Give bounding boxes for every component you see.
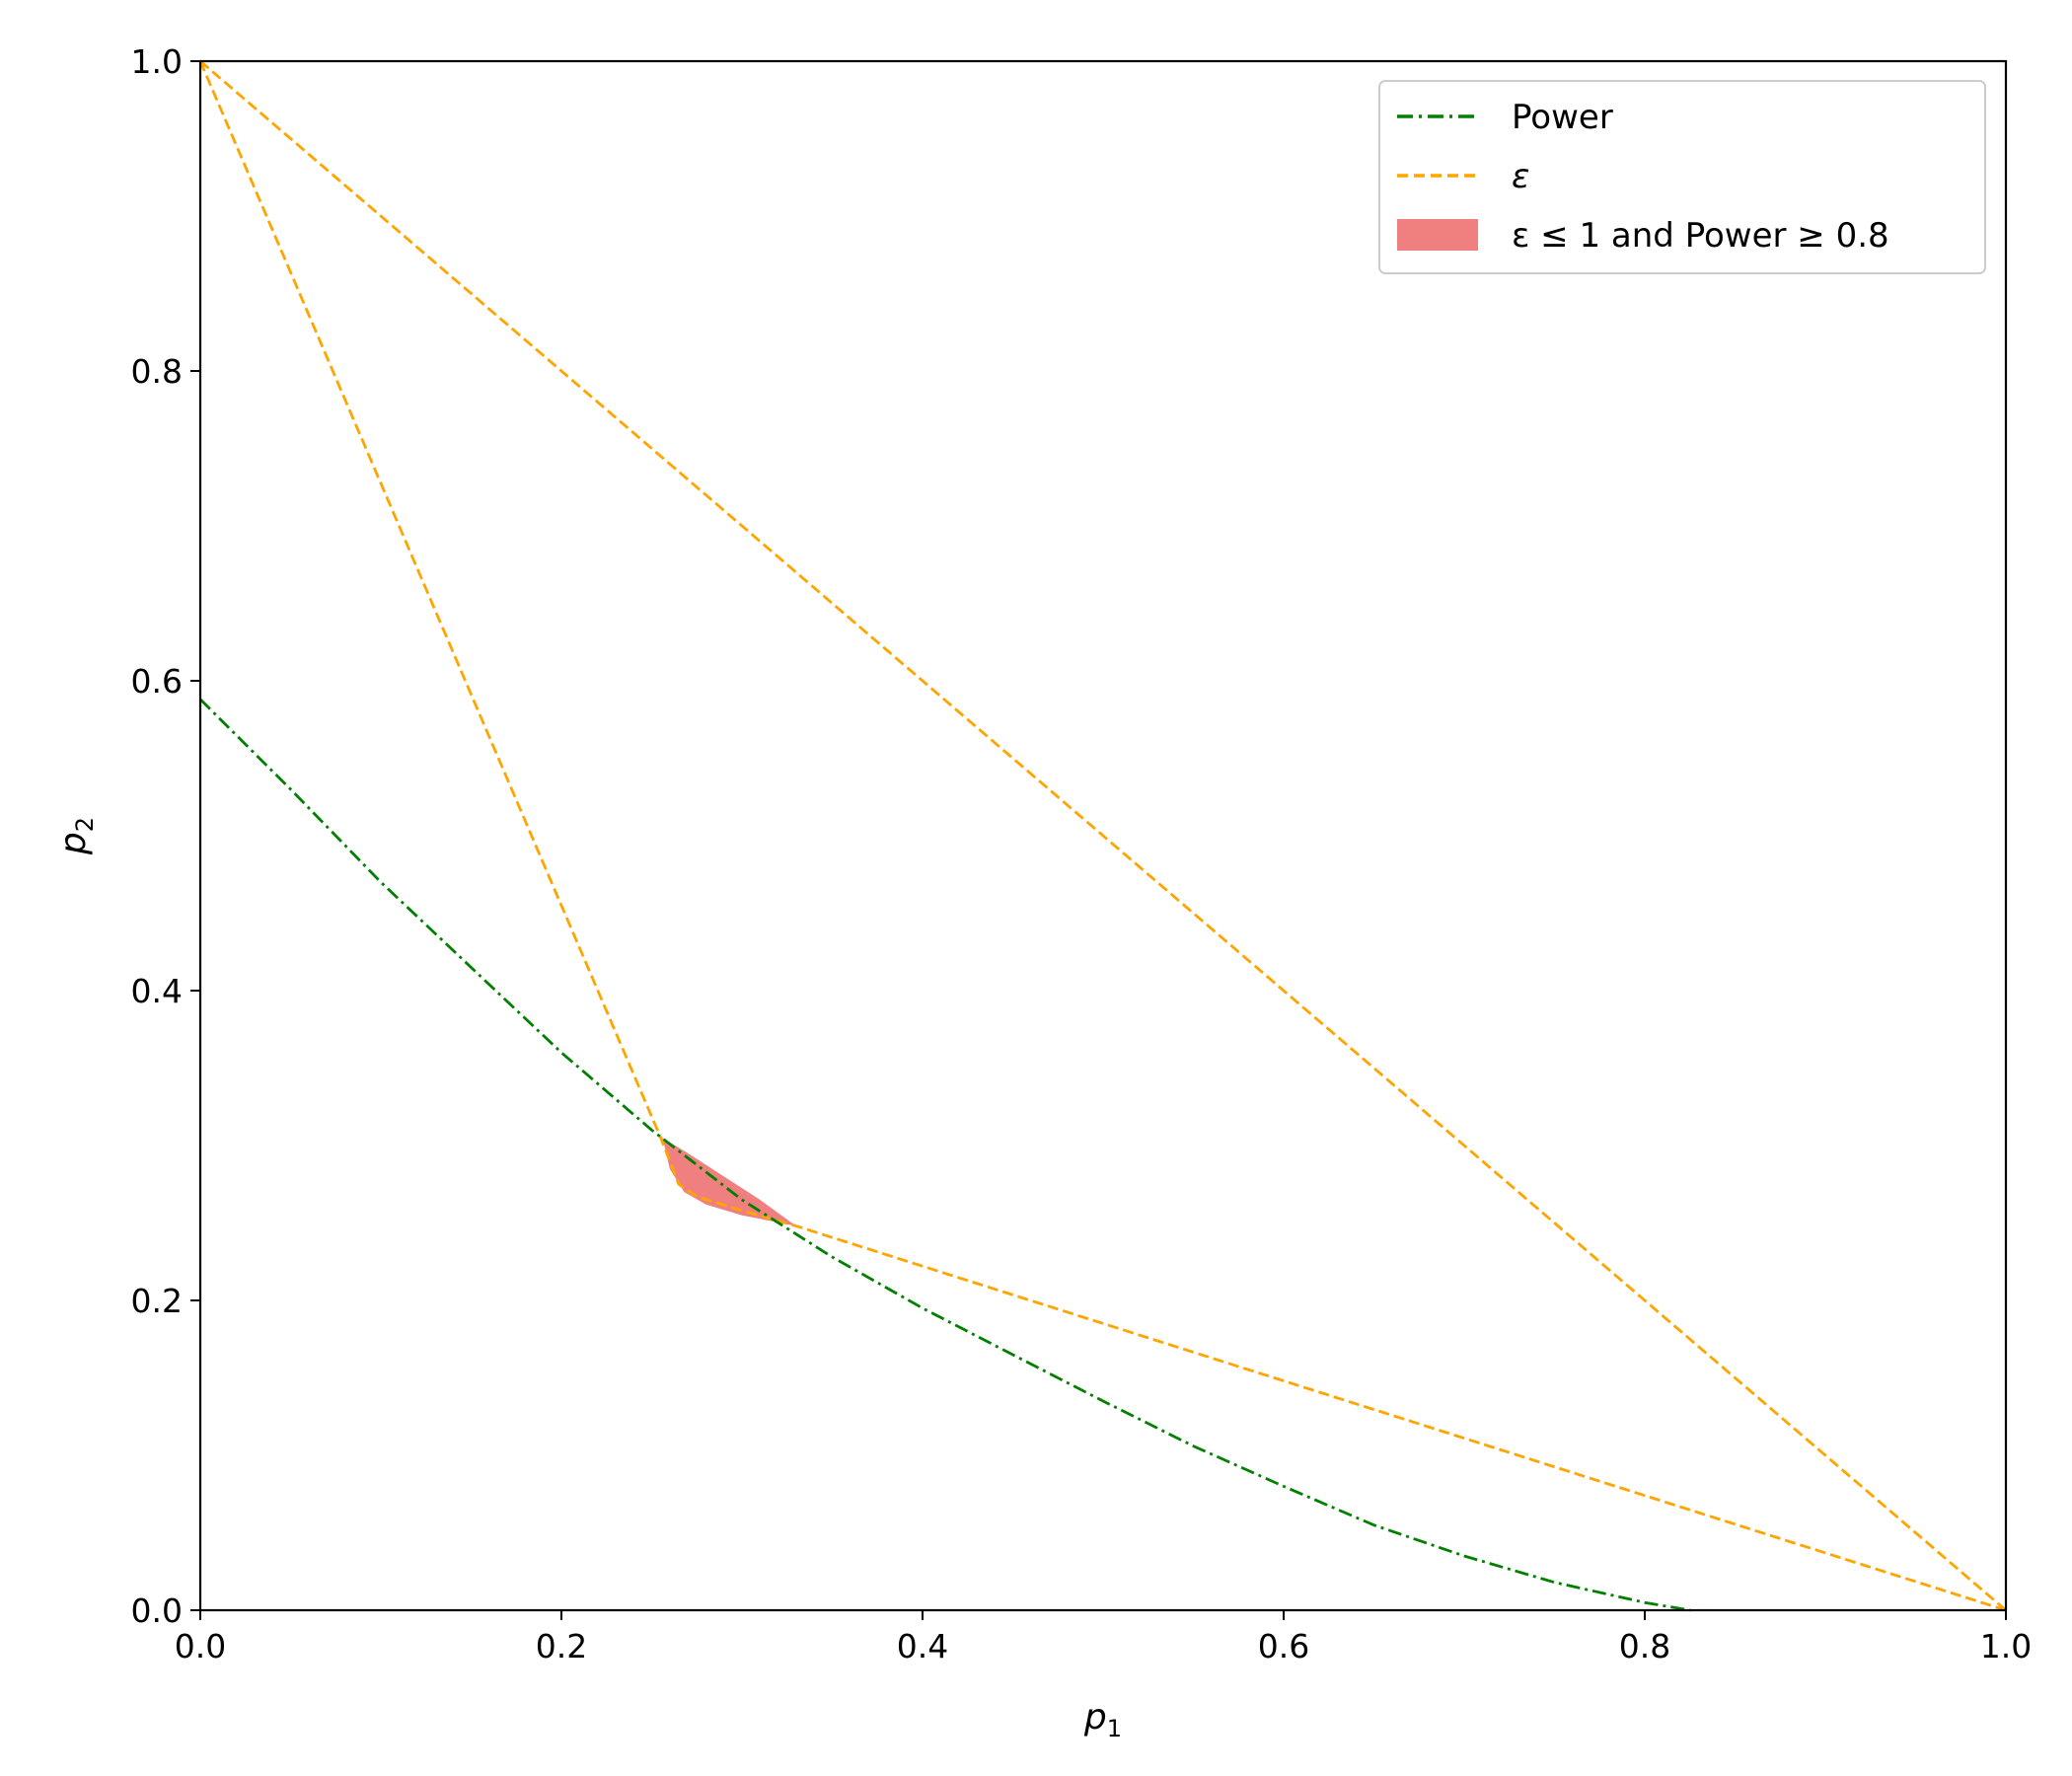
- y-axis-label: p2: [53, 817, 99, 855]
- x-tick-label: 1.0: [1980, 1627, 2032, 1665]
- y-tick-label: 1.0: [131, 42, 183, 81]
- legend-region-label: ε ≤ 1 and Power ≥ 0.8: [1512, 216, 1889, 256]
- axes-frame: [198, 59, 2008, 1612]
- legend-region-swatch: [1397, 219, 1478, 251]
- legend-box: [1378, 80, 1986, 274]
- y-tick-label: 0.0: [131, 1591, 183, 1630]
- legend: Power ε ε ≤ 1 and Power ≥ 0.8: [1378, 80, 1986, 274]
- y-tick-label: 0.6: [131, 662, 183, 701]
- legend-epsilon-label: ε: [1512, 157, 1529, 196]
- y-tick-label: 0.2: [131, 1282, 183, 1320]
- axis-ticks: 0.0 0.2 0.4 0.6 0.8 1.0 0.0 0.2 0.4 0.6 0.8 1.0: [131, 42, 2033, 1665]
- x-tick-label: 0.8: [1619, 1627, 1670, 1665]
- feasible-region: [662, 1138, 796, 1226]
- x-tick-label: 0.4: [897, 1627, 948, 1665]
- x-tick-label: 0.0: [175, 1627, 226, 1665]
- legend-power-label: Power: [1512, 98, 1613, 137]
- power-line: [199, 698, 1691, 1612]
- x-axis-label: p1: [1083, 1697, 1122, 1742]
- x-tick-label: 0.6: [1258, 1627, 1309, 1665]
- y-tick-label: 0.8: [131, 352, 183, 391]
- x-tick-label: 0.2: [536, 1627, 587, 1665]
- y-tick-label: 0.4: [131, 972, 183, 1010]
- epsilon-line-2: [198, 60, 2007, 1612]
- plot-area: [198, 59, 2007, 1612]
- epsilon-line-1: [199, 59, 2007, 1612]
